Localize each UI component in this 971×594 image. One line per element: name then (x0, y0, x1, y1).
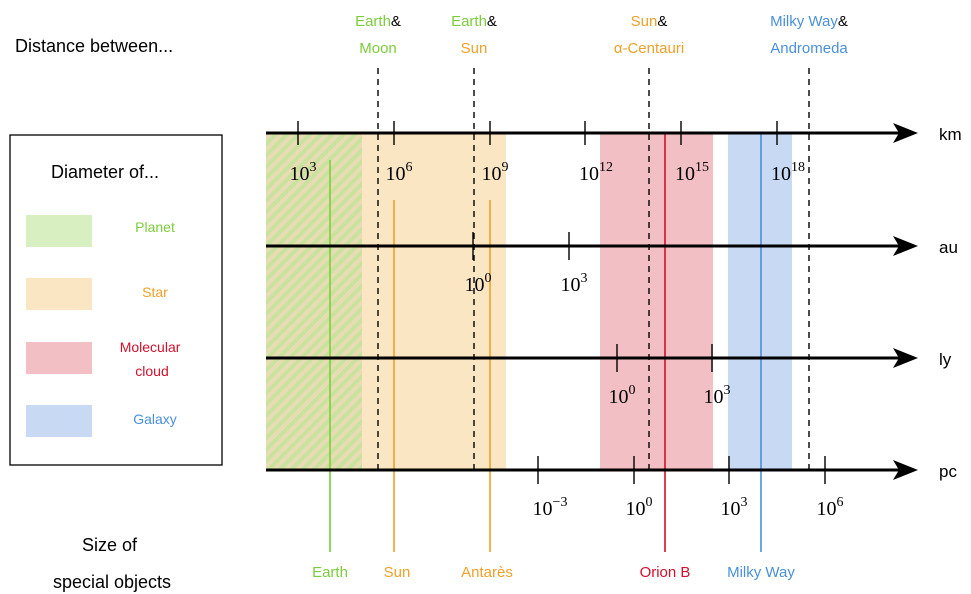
galaxy-legend-swatch (26, 405, 92, 437)
milkyway-andromeda-label-b: Andromeda (770, 40, 848, 57)
pc-tick-label: 100 (626, 495, 653, 520)
molecular-cloud-legend-swatch (26, 342, 92, 374)
distance-pair-labels: Earth& Moon Earth& Sun Sun& α-Centauri M… (355, 13, 848, 57)
pc-tick-label: 10−3 (533, 495, 568, 520)
earth-sun-label-b: Sun (461, 40, 488, 57)
pc-tick-label: 106 (817, 495, 844, 520)
ly-tick-label: 103 (704, 383, 731, 408)
axis-arrows (893, 123, 918, 480)
pc-tick-label: 103 (721, 495, 748, 520)
pc-arrow-icon (893, 460, 918, 480)
sun-object-label: Sun (384, 564, 411, 581)
earth-moon-label-b: Moon (359, 40, 397, 57)
earth-moon-label: Earth& (355, 13, 401, 30)
molecular-cloud-band (600, 133, 713, 470)
distance-lines (377, 68, 810, 470)
ly-tick-label: 100 (609, 383, 636, 408)
earth-object-label: Earth (312, 564, 348, 581)
antares-object-label: Antarès (461, 564, 513, 581)
galaxy-band (728, 133, 792, 470)
molecular-cloud-line-1: Molecular (120, 339, 181, 355)
km-tick-label: 1018 (771, 160, 805, 185)
bottom-caption-line-2: special objects (53, 572, 171, 592)
planet-band (266, 133, 362, 470)
bottom-caption-line-1: Size of (82, 535, 138, 555)
ly-arrow-icon (893, 348, 918, 368)
planet-legend-label: Planet (135, 219, 175, 235)
tick-labels: 103 106 109 1012 1015 1018 100 103 100 1… (290, 160, 844, 520)
milky-way-object-label: Milky Way (727, 564, 795, 581)
diameter-bands (266, 133, 792, 470)
sun-centauri-label-b: α-Centauri (614, 40, 684, 57)
star-legend-swatch (26, 278, 92, 310)
pc-unit-label: pc (939, 462, 957, 481)
planet-legend-swatch (26, 215, 92, 247)
orion-b-object-label: Orion B (640, 564, 691, 581)
special-object-lines (329, 133, 762, 552)
legend-title: Diameter of... (51, 162, 159, 182)
au-unit-label: au (939, 238, 958, 257)
earth-sun-label: Earth& (451, 13, 497, 30)
ly-unit-label: ly (939, 350, 952, 369)
tick-marks (297, 121, 826, 484)
page-title: Distance between... (15, 36, 173, 56)
legend: Diameter of... Planet Star Molecular clo… (9, 134, 223, 466)
bottom-caption: Size of special objects (53, 535, 171, 592)
au-tick-label: 103 (561, 271, 588, 296)
km-unit-label: km (939, 125, 962, 144)
special-object-labels: Earth Sun Antarès Orion B Milky Way (312, 564, 795, 581)
km-arrow-icon (893, 123, 918, 143)
unit-labels: km au ly pc (939, 125, 962, 481)
au-arrow-icon (893, 236, 918, 256)
sun-centauri-label: Sun& (631, 13, 668, 30)
star-legend-label: Star (142, 284, 168, 300)
galaxy-legend-label: Galaxy (133, 411, 177, 427)
milkyway-andromeda-label: Milky Way& (770, 13, 848, 30)
molecular-cloud-legend-label: Molecular cloud (120, 339, 185, 379)
molecular-cloud-line-2: cloud (135, 363, 168, 379)
